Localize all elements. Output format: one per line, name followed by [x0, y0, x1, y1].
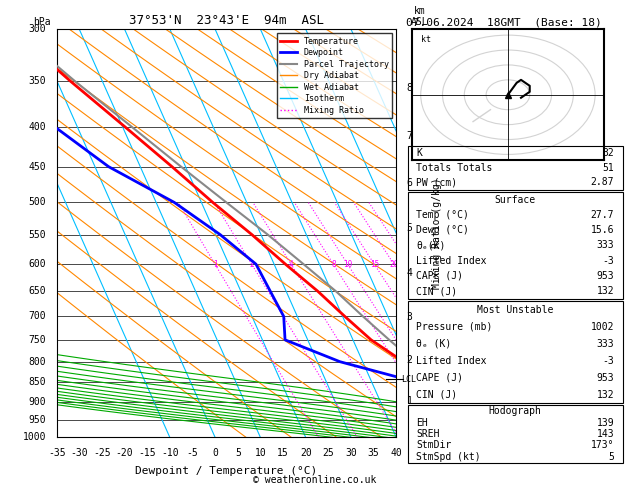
- Text: 20: 20: [300, 448, 311, 458]
- Text: 900: 900: [29, 397, 47, 407]
- Text: 333: 333: [596, 241, 614, 250]
- Text: 27.7: 27.7: [591, 210, 614, 220]
- Text: 5: 5: [235, 448, 241, 458]
- Text: 350: 350: [29, 76, 47, 87]
- Text: 143: 143: [596, 429, 614, 439]
- Text: -35: -35: [48, 448, 65, 458]
- Text: 10: 10: [255, 448, 266, 458]
- Text: -20: -20: [116, 448, 133, 458]
- Text: 15: 15: [370, 260, 379, 269]
- Text: 400: 400: [29, 122, 47, 132]
- Text: 2: 2: [406, 355, 413, 364]
- Text: -3: -3: [603, 256, 614, 266]
- Text: 30: 30: [345, 448, 357, 458]
- Text: © weatheronline.co.uk: © weatheronline.co.uk: [253, 475, 376, 485]
- Text: 600: 600: [29, 259, 47, 269]
- Text: 139: 139: [596, 417, 614, 428]
- Text: km
ASL: km ASL: [411, 5, 429, 27]
- Text: hPa: hPa: [33, 17, 50, 27]
- Text: 132: 132: [596, 286, 614, 296]
- Text: 3: 3: [406, 312, 413, 322]
- Text: 5: 5: [608, 452, 614, 462]
- Text: Mixing Ratio (g/kg): Mixing Ratio (g/kg): [432, 177, 442, 289]
- Text: -10: -10: [161, 448, 179, 458]
- Text: 15: 15: [277, 448, 289, 458]
- Text: 950: 950: [29, 415, 47, 425]
- Text: CIN (J): CIN (J): [416, 390, 457, 400]
- Text: Most Unstable: Most Unstable: [477, 305, 554, 315]
- Text: θₑ(K): θₑ(K): [416, 241, 445, 250]
- Text: 1002: 1002: [591, 322, 614, 332]
- Text: StmDir: StmDir: [416, 440, 452, 451]
- Text: 173°: 173°: [591, 440, 614, 451]
- Text: Hodograph: Hodograph: [489, 406, 542, 416]
- Text: 333: 333: [596, 339, 614, 349]
- Text: CIN (J): CIN (J): [416, 286, 457, 296]
- Text: 132: 132: [596, 390, 614, 400]
- Legend: Temperature, Dewpoint, Parcel Trajectory, Dry Adiabat, Wet Adiabat, Isotherm, Mi: Temperature, Dewpoint, Parcel Trajectory…: [277, 34, 392, 118]
- Text: 6: 6: [406, 178, 413, 188]
- Text: 1: 1: [213, 260, 217, 269]
- Text: 4: 4: [406, 268, 413, 278]
- Text: θₑ (K): θₑ (K): [416, 339, 452, 349]
- Text: Lifted Index: Lifted Index: [416, 256, 487, 266]
- Text: Lifted Index: Lifted Index: [416, 356, 487, 366]
- Text: 1: 1: [406, 396, 413, 406]
- Text: 2: 2: [249, 260, 254, 269]
- Text: -15: -15: [138, 448, 156, 458]
- Text: 700: 700: [29, 312, 47, 321]
- Text: 51: 51: [603, 163, 614, 173]
- Text: -3: -3: [603, 356, 614, 366]
- Text: 25: 25: [323, 448, 334, 458]
- Text: 8: 8: [331, 260, 336, 269]
- Text: 0: 0: [212, 448, 218, 458]
- Text: 7: 7: [406, 131, 413, 141]
- Text: CAPE (J): CAPE (J): [416, 373, 463, 383]
- Text: 32: 32: [603, 148, 614, 158]
- Text: 4: 4: [289, 260, 293, 269]
- Text: Totals Totals: Totals Totals: [416, 163, 493, 173]
- Text: -30: -30: [70, 448, 88, 458]
- Text: Surface: Surface: [494, 194, 536, 205]
- Text: 1000: 1000: [23, 433, 47, 442]
- Text: StmSpd (kt): StmSpd (kt): [416, 452, 481, 462]
- Text: 5: 5: [406, 224, 413, 233]
- Text: 953: 953: [596, 271, 614, 281]
- Text: K: K: [416, 148, 422, 158]
- Text: 450: 450: [29, 162, 47, 172]
- Text: 15.6: 15.6: [591, 225, 614, 235]
- Text: 953: 953: [596, 373, 614, 383]
- Text: 800: 800: [29, 357, 47, 367]
- Text: 2.87: 2.87: [591, 177, 614, 187]
- Text: 650: 650: [29, 286, 47, 296]
- Text: CAPE (J): CAPE (J): [416, 271, 463, 281]
- Text: 40: 40: [391, 448, 402, 458]
- Text: 20: 20: [389, 260, 399, 269]
- Title: 37°53'N  23°43'E  94m  ASL: 37°53'N 23°43'E 94m ASL: [129, 14, 324, 27]
- Text: 07.06.2024  18GMT  (Base: 18): 07.06.2024 18GMT (Base: 18): [406, 17, 601, 27]
- Text: 750: 750: [29, 335, 47, 345]
- Text: EH: EH: [416, 417, 428, 428]
- Text: 850: 850: [29, 377, 47, 387]
- Text: Temp (°C): Temp (°C): [416, 210, 469, 220]
- Text: 10: 10: [343, 260, 352, 269]
- Text: PW (cm): PW (cm): [416, 177, 457, 187]
- Text: 550: 550: [29, 230, 47, 240]
- Text: kt: kt: [421, 35, 431, 44]
- Text: -25: -25: [93, 448, 111, 458]
- Text: Dewpoint / Temperature (°C): Dewpoint / Temperature (°C): [135, 466, 318, 476]
- Text: 35: 35: [368, 448, 379, 458]
- Text: SREH: SREH: [416, 429, 440, 439]
- Text: Pressure (mb): Pressure (mb): [416, 322, 493, 332]
- Text: -5: -5: [187, 448, 198, 458]
- Text: 500: 500: [29, 197, 47, 208]
- Text: 300: 300: [29, 24, 47, 34]
- Text: 8: 8: [406, 83, 413, 93]
- Text: Dewp (°C): Dewp (°C): [416, 225, 469, 235]
- Text: LCL: LCL: [401, 375, 416, 383]
